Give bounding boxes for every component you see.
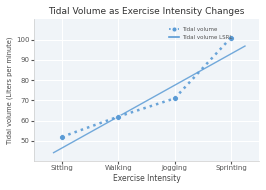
Point [229,36,233,39]
Y-axis label: Tidal volume (Liters per minute): Tidal volume (Liters per minute) [7,36,14,144]
Point [172,97,177,100]
X-axis label: Exercise Intensity: Exercise Intensity [113,174,180,183]
Legend: Tidal volume, Tidal volume LSRL: Tidal volume, Tidal volume LSRL [167,25,235,42]
Point [60,135,64,138]
Point [116,115,120,118]
Title: Tidal Volume as Exercise Intensity Changes: Tidal Volume as Exercise Intensity Chang… [48,7,245,16]
